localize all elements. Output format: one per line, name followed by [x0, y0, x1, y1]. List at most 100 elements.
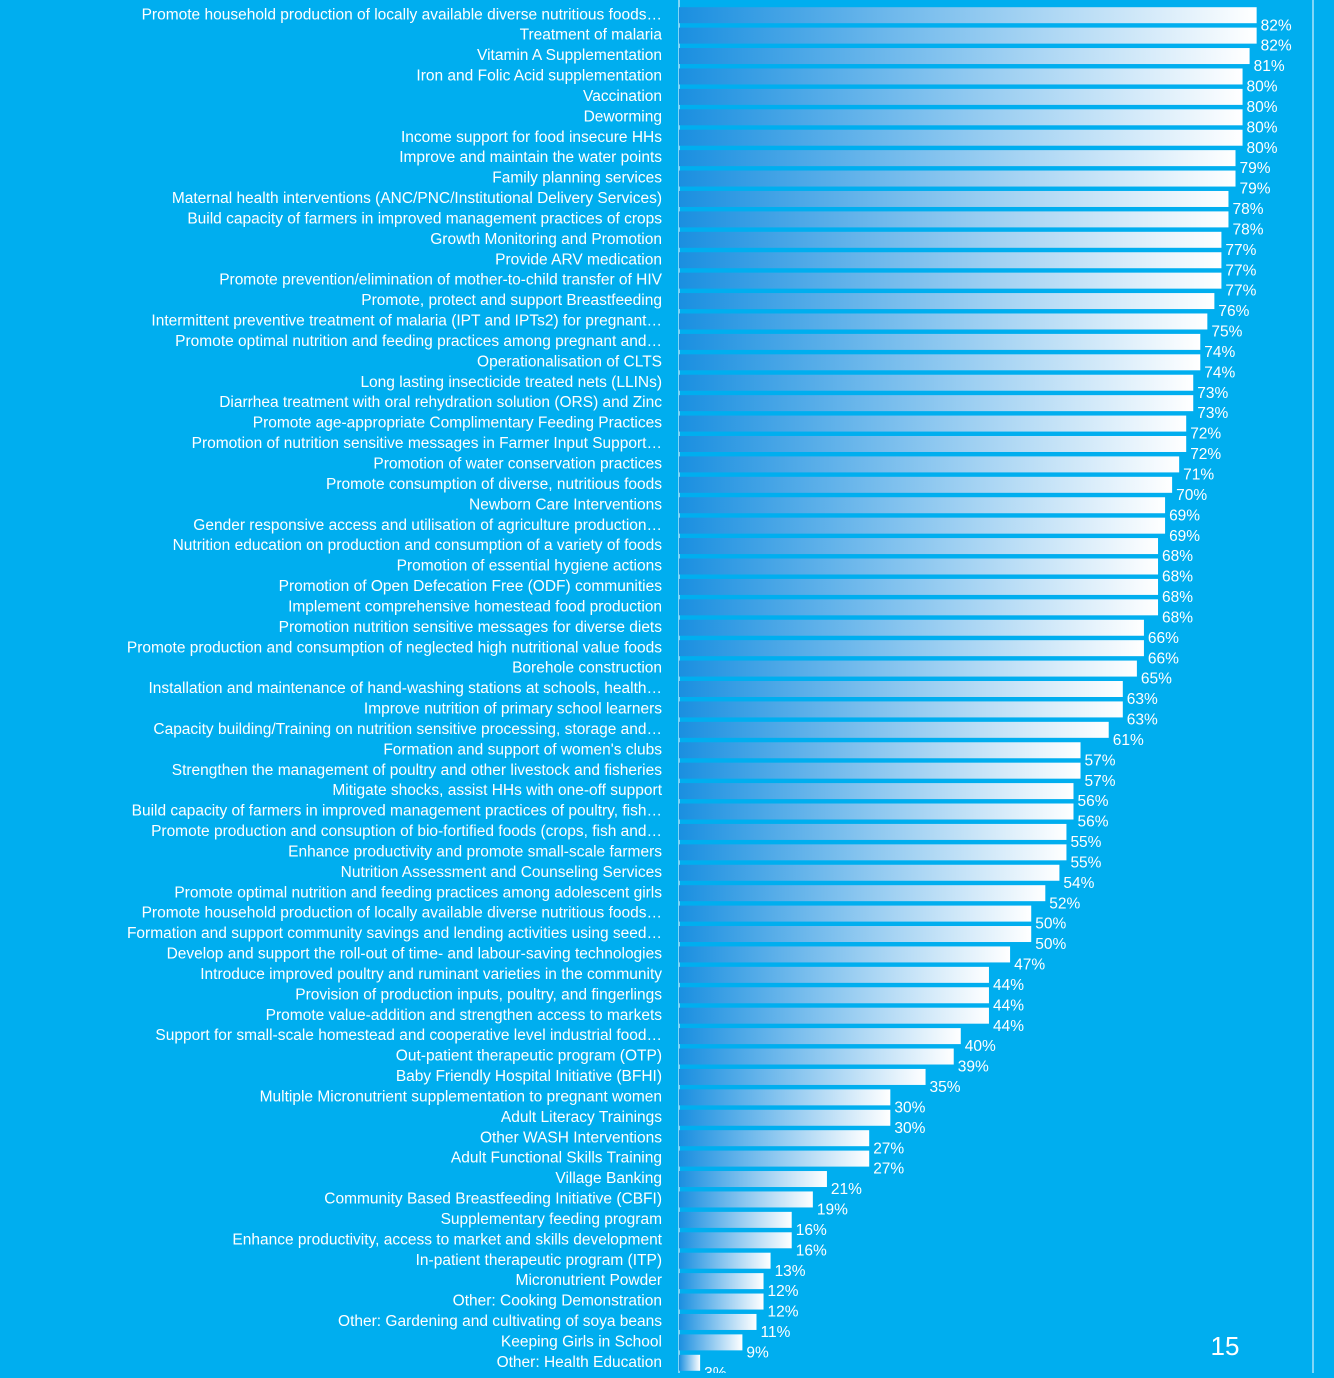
bar [679, 109, 1243, 126]
bar [679, 783, 1074, 800]
value-label: 77% [1225, 262, 1256, 279]
value-label: 79% [1240, 160, 1271, 177]
value-label: 52% [1049, 895, 1080, 912]
bar [679, 1048, 954, 1065]
bar [679, 823, 1067, 840]
value-label: 56% [1077, 814, 1108, 831]
value-label: 57% [1085, 752, 1116, 769]
bar [679, 150, 1236, 167]
value-label: 13% [775, 1263, 806, 1280]
category-label: Mitigate shocks, assist HHs with one-off… [332, 782, 662, 799]
category-label: Deworming [584, 108, 662, 125]
value-label: 78% [1232, 201, 1263, 218]
bar [679, 599, 1159, 616]
value-label: 65% [1141, 671, 1172, 688]
category-label: Out-patient therapeutic program (OTP) [396, 1048, 662, 1065]
category-label: Community Based Breastfeeding Initiative… [324, 1191, 662, 1208]
category-label: Long lasting insecticide treated nets (L… [360, 374, 662, 391]
bar [679, 1109, 891, 1126]
category-label: Build capacity of farmers in improved ma… [132, 803, 662, 820]
category-label: Promotion of essential hygiene actions [397, 558, 663, 575]
value-label: 27% [873, 1140, 904, 1157]
bar [679, 497, 1166, 514]
bar [679, 966, 989, 983]
bar [679, 619, 1144, 636]
value-label: 68% [1162, 589, 1193, 606]
bar [679, 864, 1060, 881]
category-label: Borehole construction [512, 660, 662, 677]
bar [679, 1171, 827, 1188]
value-label: 19% [817, 1202, 848, 1219]
bar [679, 1293, 764, 1310]
bar [679, 231, 1222, 248]
value-label: 44% [993, 997, 1024, 1014]
category-label: Intermittent preventive treatment of mal… [151, 313, 662, 330]
value-label: 80% [1247, 140, 1278, 157]
value-label: 54% [1063, 875, 1094, 892]
value-label: 61% [1113, 732, 1144, 749]
bar [679, 435, 1187, 452]
bar [679, 1252, 771, 1269]
category-label: Implement comprehensive homestead food p… [288, 598, 662, 615]
value-label: 21% [831, 1181, 862, 1198]
bar [679, 762, 1081, 779]
value-label: 72% [1190, 446, 1221, 463]
category-label: Other: Cooking Demonstration [453, 1293, 662, 1310]
bar [679, 885, 1046, 902]
value-label: 80% [1247, 119, 1278, 136]
bar [679, 1007, 989, 1024]
bar [679, 129, 1243, 146]
category-label: Gender responsive access and utilisation… [193, 517, 662, 534]
value-label: 55% [1070, 834, 1101, 851]
value-label: 82% [1261, 17, 1292, 34]
bar [679, 48, 1250, 65]
category-label: Multiple Micronutrient supplementation t… [260, 1088, 662, 1105]
value-label: 63% [1127, 691, 1158, 708]
category-label: Promotion of water conservation practice… [373, 455, 662, 472]
category-label: Introduce improved poultry and ruminant … [200, 966, 662, 983]
category-label: Support for small-scale homestead and co… [155, 1027, 662, 1044]
page-number: 15 [1211, 1331, 1240, 1361]
category-label: Family planning services [492, 170, 662, 187]
category-label: Growth Monitoring and Promotion [430, 231, 662, 248]
category-label: Adult Functional Skills Training [451, 1150, 662, 1167]
bar [679, 1089, 891, 1106]
bar [679, 354, 1201, 371]
value-label: 71% [1183, 466, 1214, 483]
value-label: 44% [993, 1018, 1024, 1035]
bar [679, 68, 1243, 85]
category-label: Improve and maintain the water points [399, 149, 662, 166]
category-label: Promotion of nutrition sensitive message… [192, 435, 662, 452]
category-label: Promote optimal nutrition and feeding pr… [175, 333, 662, 350]
value-label: 47% [1014, 957, 1045, 974]
bar [679, 844, 1067, 861]
bar [679, 1232, 792, 1249]
category-label: Enhance productivity, access to market a… [232, 1231, 662, 1248]
value-label: 73% [1197, 405, 1228, 422]
bar [679, 1028, 961, 1045]
category-label: Formation and support community savings … [127, 925, 662, 942]
category-label: Supplementary feeding program [441, 1211, 662, 1228]
value-label: 44% [993, 977, 1024, 994]
category-label: Develop and support the roll-out of time… [167, 946, 663, 963]
value-label: 69% [1169, 507, 1200, 524]
value-label: 9% [746, 1344, 769, 1361]
value-label: 78% [1232, 221, 1263, 238]
value-label: 74% [1204, 344, 1235, 361]
value-label: 80% [1247, 99, 1278, 116]
category-label: Improve nutrition of primary school lear… [364, 701, 662, 718]
value-label: 50% [1035, 936, 1066, 953]
value-label: 66% [1148, 630, 1179, 647]
value-label: 75% [1211, 324, 1242, 341]
bar [679, 170, 1236, 187]
value-label: 77% [1225, 242, 1256, 259]
bar [679, 7, 1257, 24]
bar [679, 272, 1222, 289]
category-label: Promote prevention/elimination of mother… [219, 272, 662, 289]
bar [679, 415, 1187, 432]
value-label: 12% [768, 1283, 799, 1300]
value-label: 76% [1218, 303, 1249, 320]
value-label: 35% [930, 1079, 961, 1096]
category-label: Promotion nutrition sensitive messages f… [279, 619, 663, 636]
